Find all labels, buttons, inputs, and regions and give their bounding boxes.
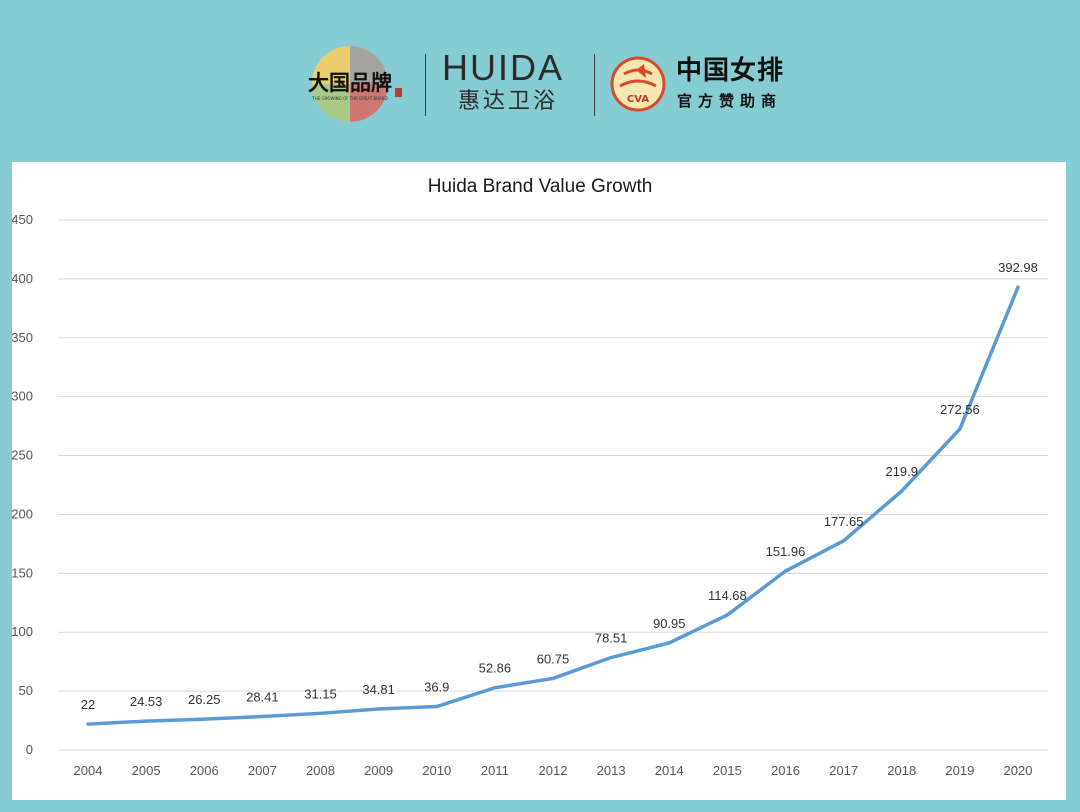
x-tick-label: 2012 bbox=[539, 763, 568, 778]
data-label: 22 bbox=[81, 697, 95, 712]
seal-text: 大国品牌 bbox=[308, 70, 392, 95]
data-label: 31.15 bbox=[304, 686, 337, 701]
x-tick-label: 2011 bbox=[481, 763, 509, 778]
y-tick-label: 450 bbox=[12, 212, 33, 227]
y-tick-label: 250 bbox=[12, 448, 33, 463]
data-label: 52.86 bbox=[479, 661, 512, 676]
sponsor-title: 中国女排 bbox=[676, 56, 785, 86]
y-tick-label: 300 bbox=[12, 389, 33, 404]
y-axis-ticks: 0 50 100 150 200 250 300 350 400 450 bbox=[12, 212, 33, 757]
header-divider bbox=[594, 54, 595, 116]
data-label: 392.98 bbox=[998, 260, 1038, 275]
y-tick-label: 50 bbox=[19, 683, 33, 698]
data-label: 34.81 bbox=[362, 682, 395, 697]
great-brand-seal-logo: 大国品牌 THE GROWING OF THE GREAT BRAND bbox=[308, 46, 402, 122]
line-chart: Huida Brand Value Growth 0 50 100 150 200 250… bbox=[12, 176, 1048, 778]
x-tick-label: 2018 bbox=[887, 763, 916, 778]
data-label: 26.25 bbox=[188, 692, 221, 707]
x-tick-label: 2008 bbox=[306, 763, 335, 778]
y-tick-label: 150 bbox=[12, 565, 33, 580]
data-label: 177.65 bbox=[824, 514, 864, 529]
value-line bbox=[86, 285, 1020, 726]
data-label: 151.96 bbox=[766, 544, 806, 559]
x-tick-label: 2020 bbox=[1004, 763, 1033, 778]
data-labels: 22 24.53 26.25 28.41 31.15 34.81 36.9 52.86 60.7… bbox=[81, 260, 1038, 712]
brand-name-cn: 惠达卫浴 bbox=[458, 89, 559, 114]
x-tick-label: 2017 bbox=[829, 763, 858, 778]
data-label: 114.68 bbox=[708, 588, 747, 603]
x-tick-label: 2006 bbox=[190, 763, 219, 778]
data-label: 36.9 bbox=[424, 680, 449, 695]
x-tick-label: 2014 bbox=[655, 763, 684, 778]
data-label: 219.9 bbox=[885, 464, 918, 479]
data-label: 28.41 bbox=[246, 690, 279, 705]
sponsor-subtitle: 官方赞助商 bbox=[677, 92, 783, 110]
data-label: 90.95 bbox=[653, 616, 686, 631]
seal-subtext: THE GROWING OF THE GREAT BRAND bbox=[311, 96, 387, 101]
x-tick-label: 2019 bbox=[945, 763, 974, 778]
y-tick-label: 200 bbox=[12, 506, 33, 521]
x-tick-label: 2007 bbox=[248, 763, 277, 778]
x-tick-label: 2013 bbox=[597, 763, 626, 778]
x-axis-ticks: 2004 2005 2006 2007 2008 2009 2010 2011 2012 2013… bbox=[74, 763, 1033, 778]
x-tick-label: 2015 bbox=[713, 763, 742, 778]
grid-lines bbox=[58, 219, 1048, 751]
x-tick-label: 2004 bbox=[74, 763, 103, 778]
data-label: 24.53 bbox=[130, 694, 163, 709]
y-tick-label: 350 bbox=[12, 330, 33, 345]
cva-badge-text: CVA bbox=[627, 94, 649, 105]
chart-panel: Huida Brand Value Growth 0 50 100 150 200 250… bbox=[12, 162, 1066, 800]
data-label: 78.51 bbox=[595, 631, 628, 646]
volleyball-badge-icon: CVA bbox=[610, 56, 666, 112]
y-tick-label: 100 bbox=[12, 624, 33, 639]
data-label: 272.56 bbox=[940, 402, 980, 417]
brand-name-en: HUIDA bbox=[442, 47, 565, 88]
x-tick-label: 2005 bbox=[132, 763, 161, 778]
chart-title: Huida Brand Value Growth bbox=[428, 176, 653, 197]
y-tick-label: 0 bbox=[26, 742, 33, 757]
x-tick-label: 2016 bbox=[771, 763, 800, 778]
series-line bbox=[86, 285, 1020, 726]
header-banner: 大国品牌 THE GROWING OF THE GREAT BRAND HUID… bbox=[0, 0, 1080, 160]
y-tick-label: 400 bbox=[12, 271, 33, 286]
x-tick-label: 2009 bbox=[364, 763, 393, 778]
data-label: 60.75 bbox=[537, 651, 570, 666]
x-tick-label: 2010 bbox=[422, 763, 451, 778]
header-divider bbox=[425, 54, 426, 116]
